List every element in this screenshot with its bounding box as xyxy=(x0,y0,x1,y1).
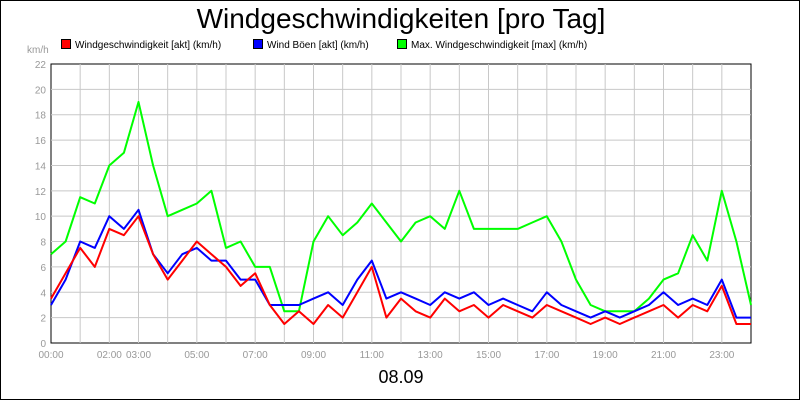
legend-swatch-akt xyxy=(61,39,71,49)
y-tick-label: 12 xyxy=(35,187,47,198)
y-axis-ticks: 0 2 4 6 8 10 12 14 16 18 20 22 xyxy=(35,60,47,350)
legend-swatch-max xyxy=(397,39,407,49)
y-tick-label: 4 xyxy=(40,288,46,299)
x-tick-label: 23:00 xyxy=(709,350,734,361)
y-tick-label: 18 xyxy=(35,111,47,122)
legend-label-boeen: Wind Böen [akt] (km/h) xyxy=(267,40,369,51)
y-tick-label: 10 xyxy=(35,212,47,223)
y-tick-label: 6 xyxy=(40,263,46,274)
x-tick-label: 19:00 xyxy=(593,350,618,361)
x-tick-label: 17:00 xyxy=(534,350,559,361)
y-tick-label: 22 xyxy=(35,60,47,71)
x-tick-label: 02:00 xyxy=(97,350,122,361)
legend-item-boeen: Wind Böen [akt] (km/h) xyxy=(253,39,369,51)
y-tick-label: 14 xyxy=(35,161,47,172)
chart-title: Windgeschwindigkeiten [pro Tag] xyxy=(196,3,606,34)
x-tick-label: 07:00 xyxy=(243,350,268,361)
series-line-boeen xyxy=(50,208,751,319)
x-tick-label: 13:00 xyxy=(418,350,443,361)
legend-swatch-boeen xyxy=(253,39,263,49)
y-tick-label: 0 xyxy=(40,339,46,350)
x-tick-label: 11:00 xyxy=(360,350,385,361)
series-lines xyxy=(50,101,752,325)
date-label: 08.09 xyxy=(378,367,424,387)
x-tick-label: 05:00 xyxy=(184,350,209,361)
legend-item-max: Max. Windgeschwindigkeit [max] (km/h) xyxy=(397,39,587,51)
x-tick-label: 21:00 xyxy=(651,350,676,361)
legend-label-max: Max. Windgeschwindigkeit [max] (km/h) xyxy=(411,40,588,51)
x-axis-ticks: 00:00 02:00 03:00 05:00 07:00 09:00 11:00 13:00… xyxy=(38,350,734,361)
y-tick-label: 2 xyxy=(40,314,46,325)
x-tick-label: 00:00 xyxy=(38,350,63,361)
legend-label-akt: Windgeschwindigkeit [akt] (km/h) xyxy=(75,40,222,51)
x-tick-label: 03:00 xyxy=(126,350,151,361)
legend-item-akt: Windgeschwindigkeit [akt] (km/h) xyxy=(61,39,221,51)
series-line-akt xyxy=(50,215,751,325)
x-tick-label: 15:00 xyxy=(476,350,501,361)
y-axis-unit-label: km/h xyxy=(27,45,49,56)
x-tick-label: 09:00 xyxy=(301,350,326,361)
y-tick-label: 20 xyxy=(35,85,47,96)
y-tick-label: 8 xyxy=(40,238,46,249)
y-tick-label: 16 xyxy=(35,136,47,147)
